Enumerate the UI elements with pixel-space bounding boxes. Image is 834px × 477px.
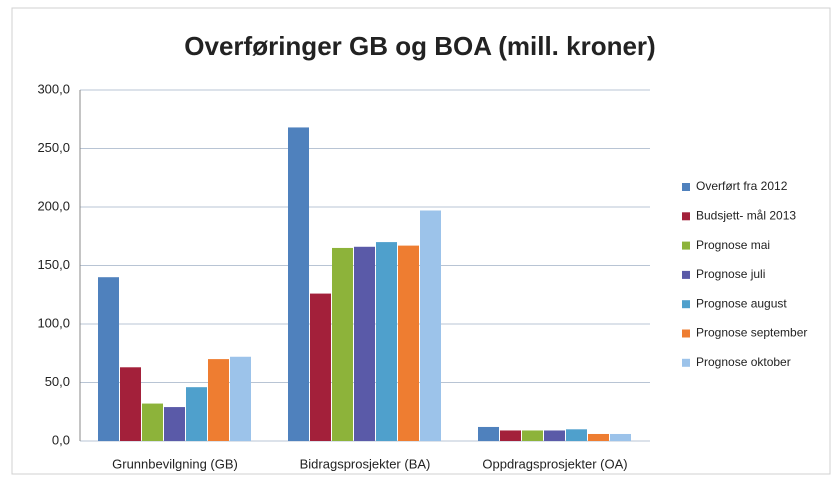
bar (310, 293, 331, 441)
bar (420, 210, 441, 441)
bar (230, 356, 251, 441)
chart-title: Overføringer GB og BOA (mill. kroner) (184, 31, 655, 61)
legend-label: Prognose oktober (696, 355, 791, 369)
bar (566, 429, 587, 441)
bar (354, 246, 375, 441)
x-tick-label: Oppdragsprosjekter (OA) (482, 456, 627, 471)
bar (120, 367, 141, 441)
bar (332, 247, 353, 441)
bar (610, 433, 631, 441)
y-tick-label: 150,0 (37, 257, 70, 272)
legend-label: Prognose mai (696, 238, 770, 252)
bar (522, 430, 543, 441)
bar (500, 430, 521, 441)
legend-swatch (682, 329, 690, 338)
legend-label: Overført fra 2012 (696, 179, 788, 193)
legend-label: Prognose august (696, 296, 787, 310)
bar (208, 359, 229, 441)
y-tick-label: 0,0 (52, 432, 70, 447)
legend-label: Prognose juli (696, 267, 765, 281)
bar (98, 277, 119, 441)
legend-swatch (682, 270, 690, 279)
bar (164, 407, 185, 441)
legend: Overført fra 2012 Budsjett- mål 2013 Progn… (682, 179, 807, 369)
y-tick-label: 50,0 (45, 374, 70, 389)
x-tick-label: Grunnbevilgning (GB) (112, 456, 238, 471)
y-tick-label: 250,0 (37, 140, 70, 155)
bar (186, 387, 207, 441)
legend-label: Budsjett- mål 2013 (696, 208, 796, 222)
bar (376, 242, 397, 441)
bar (544, 430, 565, 441)
legend-swatch (682, 183, 690, 191)
legend-swatch (682, 241, 690, 250)
bar (588, 433, 609, 441)
legend-label: Prognose september (696, 326, 807, 340)
y-tick-label: 300,0 (37, 81, 70, 96)
x-tick-label: Bidragsprosjekter (BA) (300, 456, 431, 471)
bar (478, 426, 499, 441)
bar (398, 245, 419, 441)
legend-swatch (682, 358, 690, 367)
legend-swatch (682, 212, 690, 221)
y-tick-label: 100,0 (37, 315, 70, 330)
legend-swatch (682, 300, 690, 309)
bar (288, 127, 309, 441)
y-tick-label: 200,0 (37, 198, 70, 213)
bar (142, 403, 163, 441)
